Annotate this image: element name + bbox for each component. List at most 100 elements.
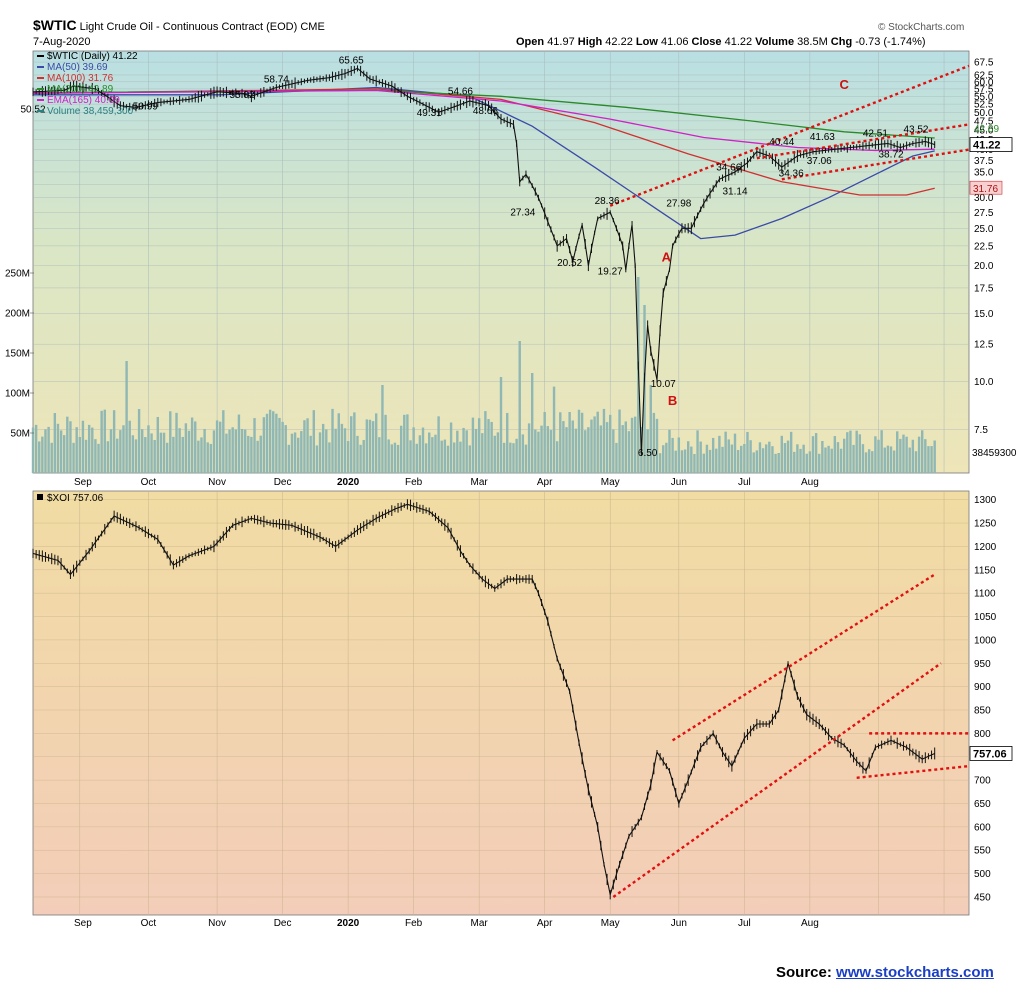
legend-entry: $WTIC (Daily) 41.22: [47, 51, 138, 62]
wtic-price-annotation: 38.72: [878, 149, 903, 160]
xoi-y-tick-label: 850: [974, 706, 991, 717]
volume-bar: [112, 410, 116, 473]
top-x-tick-label: Feb: [405, 477, 423, 488]
volume-bar: [761, 448, 765, 473]
top-x-tick-label: Apr: [537, 477, 553, 488]
watermark-link[interactable]: © StockCharts.com: [878, 22, 965, 33]
volume-bar: [921, 430, 924, 473]
volume-bar: [306, 418, 309, 473]
wtic-price-annotation: 49.31: [417, 108, 442, 119]
wtic-price-annotation: 40.44: [769, 137, 794, 148]
volume-bar: [877, 439, 880, 473]
volume-bar: [203, 428, 206, 473]
volume-bar: [880, 430, 883, 473]
volume-bar: [312, 410, 315, 473]
close-label: Close: [691, 36, 722, 48]
volume-bar: [833, 436, 837, 473]
wtic-trendlines: [609, 64, 970, 207]
volume-bar: [777, 452, 780, 473]
bottom-x-tick-label: Sep: [74, 918, 92, 929]
legend-entry: MA(200) 42.89: [47, 84, 114, 95]
wtic-price-annotation: 37.06: [807, 156, 832, 167]
wave-label: C: [840, 77, 850, 92]
volume-bar: [612, 429, 615, 473]
volume-bar: [805, 453, 808, 473]
legend-entry: EMA(165) 40.09: [47, 95, 120, 106]
ma100-tag-box: [969, 180, 1003, 195]
xoi-price-line: [32, 503, 935, 895]
volume-bar: [699, 441, 702, 473]
volume-bar: [278, 417, 281, 473]
volume-axis: 250M 200M 150M 100M 50M 38459300: [5, 269, 1017, 460]
volume-bar: [381, 385, 384, 473]
volume-bar: [618, 409, 621, 473]
volume-bar: [47, 426, 50, 473]
volume-bar: [633, 416, 637, 473]
volume-bar: [44, 429, 47, 473]
volume-bar: [387, 439, 390, 473]
volume-bar: [871, 451, 874, 473]
volume-bar: [846, 432, 849, 473]
volume-tick-label: 150M: [5, 349, 30, 360]
volume-bar: [181, 436, 184, 473]
wtic-y-tick-label: 12.5: [974, 340, 994, 351]
volume-bar: [150, 433, 153, 473]
volume-bar: [830, 448, 833, 473]
bottom-x-tick-label: Oct: [141, 918, 157, 929]
top-x-tick-label: May: [601, 477, 620, 488]
volume-bar: [137, 409, 141, 473]
bottom-x-tick-label: Jul: [738, 918, 751, 929]
volume-bar: [867, 449, 871, 473]
xoi-y-tick-label: 1200: [974, 542, 997, 553]
volume-bar: [178, 428, 181, 473]
volume-bar: [396, 444, 400, 473]
volume-bar: [284, 425, 287, 473]
volume-bar: [487, 419, 490, 473]
volume-bar: [662, 445, 665, 473]
volume-bar: [403, 414, 406, 473]
volume-bar: [297, 437, 300, 473]
volume-bar: [390, 444, 393, 473]
volume-bar: [930, 446, 933, 473]
volume-bar: [796, 444, 799, 473]
high-label: High: [577, 36, 603, 48]
volume-bar: [577, 409, 581, 473]
volume-bar: [56, 423, 60, 473]
wtic-y-tick-label: 25.0: [974, 224, 994, 235]
top-x-tick-label: Mar: [471, 477, 489, 488]
volume-bar: [568, 412, 571, 473]
volume-bar: [746, 431, 749, 473]
source-link[interactable]: www.stockcharts.com: [836, 964, 994, 981]
volume-bar: [574, 428, 578, 473]
volume-bar: [783, 443, 787, 473]
volume-bar: [172, 436, 175, 473]
wtic-price-series: [32, 65, 936, 456]
volume-bar: [599, 425, 603, 473]
volume-bar: [434, 434, 437, 473]
volume-bar: [537, 431, 540, 473]
ma100-tag: 31.76: [973, 184, 998, 195]
volume-bar: [219, 421, 222, 473]
volume-bar: [84, 439, 88, 473]
open-label: Open: [516, 36, 545, 48]
volume-bar: [462, 427, 465, 473]
volume-bar: [799, 448, 802, 473]
volume-bar: [453, 442, 456, 473]
volume-bar: [243, 429, 247, 473]
volume-bar: [874, 436, 877, 473]
volume-bar: [596, 411, 599, 473]
bottom-x-tick-label: May: [601, 918, 620, 929]
volume-bar: [443, 439, 447, 473]
volume-bar: [328, 442, 331, 473]
volume-bar: [175, 412, 178, 473]
volume-bar: [677, 437, 681, 473]
volume-label: Volume: [755, 36, 795, 48]
volume-bar: [265, 413, 269, 473]
volume-bar: [493, 435, 496, 473]
xoi-y-tick-label: 900: [974, 682, 991, 693]
volume-bar: [325, 429, 328, 473]
volume-bar: [531, 373, 534, 473]
volume-bar: [908, 447, 911, 473]
volume-bar: [693, 453, 696, 473]
volume-bar: [153, 440, 156, 473]
